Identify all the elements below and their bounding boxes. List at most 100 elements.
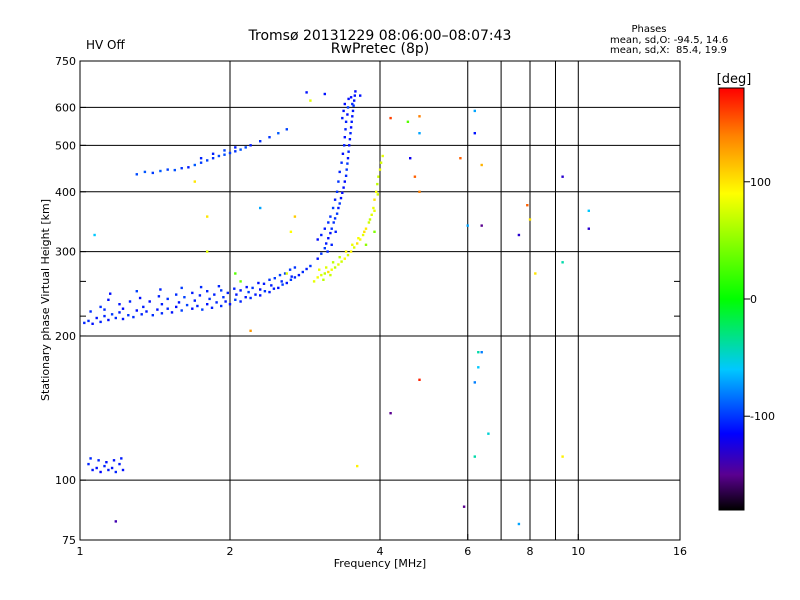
echo-point	[118, 303, 121, 306]
echo-point	[353, 99, 356, 102]
echo-point	[270, 284, 273, 287]
x-axis: 1 2 4 6 8 10 16	[77, 534, 687, 558]
echo-point	[259, 206, 262, 210]
echo-point	[480, 351, 483, 354]
echo-point	[389, 412, 392, 415]
echo-point	[359, 94, 362, 97]
echo-point	[277, 286, 280, 290]
colorbar-tick-label: 100	[750, 176, 771, 189]
echo-point	[199, 157, 203, 160]
echo-point	[201, 308, 204, 311]
echo-point	[344, 174, 348, 177]
echo-point	[323, 272, 326, 275]
echo-point	[341, 152, 345, 155]
echo-point	[348, 144, 351, 147]
echo-point	[224, 300, 227, 303]
x-axis-label: Frequency [MHz]	[334, 557, 426, 570]
echo-point	[473, 455, 476, 458]
echo-point	[459, 157, 462, 160]
echo-point	[278, 273, 282, 277]
y-tick-label: 200	[55, 330, 76, 343]
echo-point	[268, 136, 271, 139]
echo-point	[199, 285, 203, 289]
echo-point	[323, 247, 326, 250]
echo-point	[350, 120, 353, 123]
echo-point	[263, 290, 267, 293]
echo-point	[364, 243, 368, 246]
echo-point	[377, 175, 380, 178]
echo-point	[206, 290, 209, 293]
echo-point	[114, 316, 117, 320]
echo-point	[526, 204, 529, 207]
echo-point	[151, 314, 154, 317]
echo-point	[477, 366, 480, 369]
echo-point	[305, 91, 308, 94]
echo-point	[349, 126, 353, 129]
echo-point	[217, 154, 221, 158]
echo-point	[340, 161, 343, 164]
phases-heading: Phases	[631, 24, 666, 35]
echo-point	[337, 263, 340, 266]
echo-point	[312, 280, 316, 283]
echo-point	[346, 106, 350, 109]
echo-point	[406, 120, 410, 123]
echo-point	[333, 217, 337, 220]
echo-point	[293, 266, 297, 269]
echo-point	[217, 285, 221, 288]
echo-point	[320, 233, 323, 237]
echo-point	[220, 289, 223, 292]
echo-point	[127, 314, 130, 317]
colorbar-label: [deg]	[717, 72, 752, 87]
echo-point	[206, 159, 209, 162]
echo-point	[327, 237, 330, 240]
echo-point	[215, 301, 218, 304]
echo-point	[323, 227, 326, 230]
echo-point	[234, 272, 237, 275]
echo-point	[95, 466, 98, 470]
echo-point	[211, 157, 215, 160]
echo-point	[413, 175, 417, 178]
echo-point	[342, 186, 345, 189]
echo-point	[587, 209, 590, 212]
echo-point	[345, 168, 348, 171]
x-tick-label: 6	[464, 545, 471, 558]
echo-point	[320, 273, 323, 277]
echo-point	[346, 162, 349, 165]
x-tick-label: 8	[527, 545, 534, 558]
echo-point	[262, 282, 266, 285]
echo-point	[121, 468, 125, 472]
echo-point	[247, 290, 250, 294]
phases-o-stats: mean, sd,O: -94.5, 14.6	[610, 35, 728, 46]
echo-point	[235, 293, 238, 296]
echo-point	[273, 277, 276, 280]
echo-point	[330, 227, 333, 230]
echo-point	[193, 299, 196, 302]
echo-point	[348, 138, 352, 141]
echo-point	[352, 104, 355, 107]
echo-point	[151, 171, 154, 175]
echo-point	[228, 303, 232, 306]
echo-point	[83, 321, 86, 325]
echo-point	[206, 250, 209, 253]
echo-point	[156, 308, 159, 311]
echo-point	[170, 311, 174, 314]
echo-point	[338, 256, 341, 259]
echo-point	[346, 157, 350, 160]
echo-point	[160, 303, 164, 306]
echo-point	[103, 314, 106, 318]
echo-point	[373, 209, 376, 212]
echo-point	[370, 213, 373, 216]
echo-point	[99, 320, 102, 324]
x-tick-label: 1	[77, 545, 84, 558]
echo-point	[349, 96, 353, 99]
echo-point	[132, 315, 135, 319]
echo-point	[166, 297, 169, 301]
echo-point	[143, 170, 147, 174]
echo-point	[344, 128, 347, 131]
colorbar-ticks: 100 0 -100	[744, 176, 775, 423]
echo-point	[353, 94, 356, 97]
echo-point	[196, 304, 199, 308]
echo-point	[288, 268, 292, 271]
echo-point	[341, 116, 344, 120]
echo-point	[87, 319, 90, 323]
